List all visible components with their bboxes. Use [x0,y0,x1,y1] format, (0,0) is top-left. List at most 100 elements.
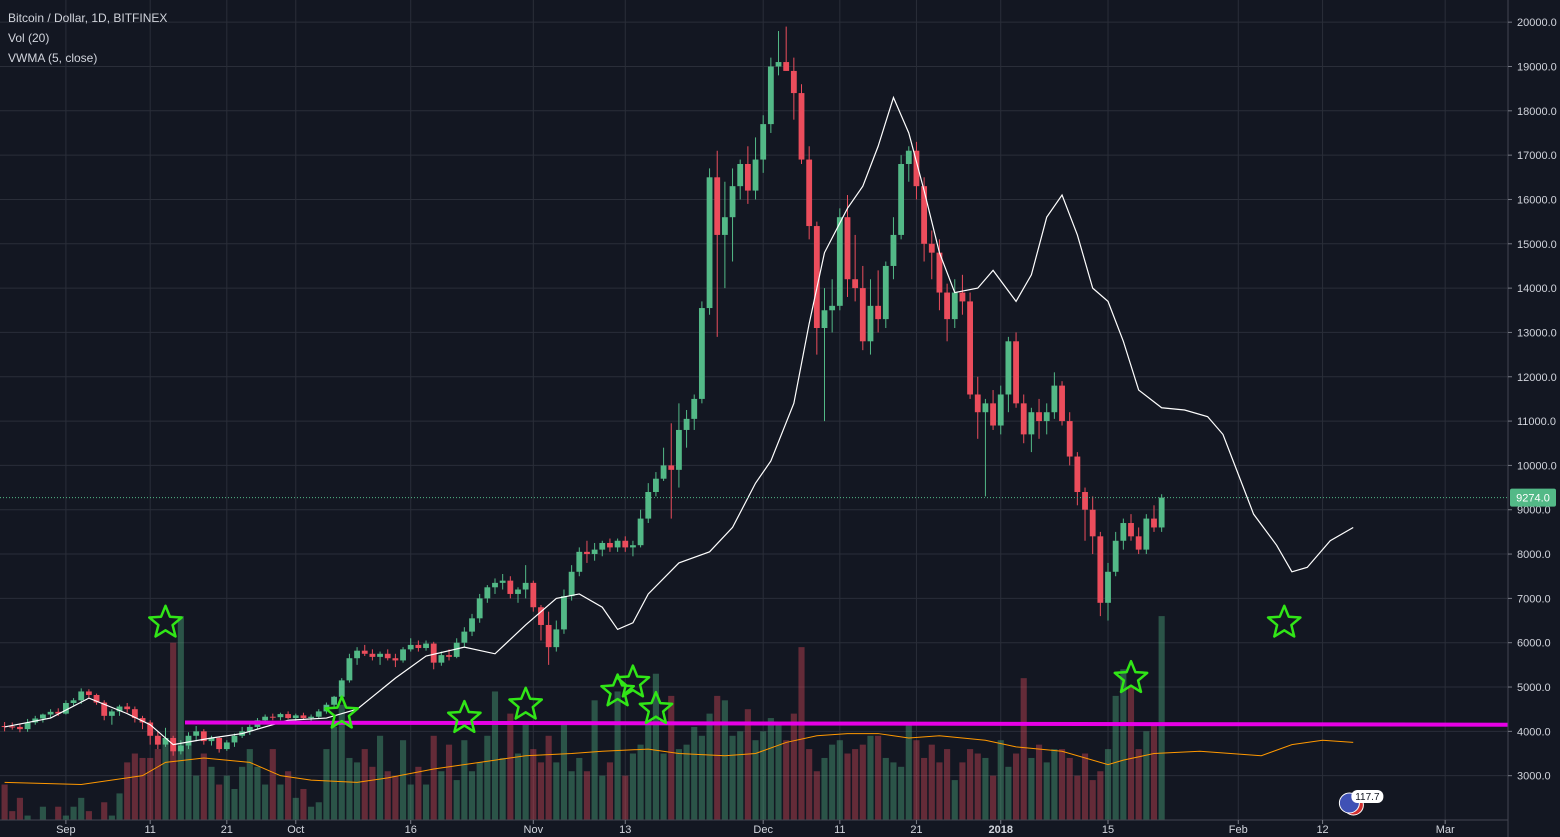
volume-bar [1150,722,1158,820]
support-level-line [184,720,1509,727]
candle-body [867,305,874,342]
volume-bar [384,771,391,820]
candle-body [905,150,912,164]
candle-body [1005,341,1012,395]
y-tick-label: 15000.0 [1517,239,1557,251]
volume-bar [829,744,836,820]
candle-body [683,418,690,430]
volume-bar [852,749,859,820]
volume-bars [1,616,1165,820]
volume-bar [1104,749,1112,820]
candle-body [614,540,621,548]
support-line [184,720,1509,727]
candle-body [1013,341,1019,404]
star-marker [615,664,651,698]
candle-body [522,582,529,590]
candle-body [660,465,667,479]
candle-body [246,726,253,732]
y-tick-label: 4000.0 [1517,726,1551,738]
volume-bar [491,691,499,820]
y-tick-label: 14000.0 [1517,283,1557,295]
candle-body [545,624,552,648]
volume-bar [859,744,866,820]
candle-body [767,66,774,125]
candle-body [936,252,943,293]
y-tick-label: 3000.0 [1517,771,1551,783]
volume-bar [55,806,62,820]
candle-body [806,159,813,227]
volume-bar [154,749,161,820]
y-tick-label: 7000.0 [1517,593,1551,605]
candle-body [538,607,544,625]
volume-bar [944,749,951,820]
price-tag-label: 9274.0 [1516,493,1550,505]
volume-bar [675,749,682,820]
candle-body [928,243,935,253]
candle-body [622,540,629,548]
candle-body [423,643,429,649]
volume-bar [484,735,491,820]
candle-body [744,164,751,191]
x-tick-label: 2018 [988,824,1012,836]
legend-vwma[interactable]: VWMA (5, close) [8,51,98,65]
vwma-line [4,95,1354,746]
volume-bar [62,815,69,820]
candle-body [790,70,797,94]
candle-body [124,706,131,710]
volume-bar [277,784,284,820]
volume-bar [637,744,644,820]
candle-body [1097,536,1104,603]
candle-body [9,726,16,728]
y-tick-label: 11000.0 [1517,416,1556,428]
flag-badge[interactable]: 117.7 [1338,790,1384,816]
volume-bar [1066,757,1073,820]
y-tick-label: 9000.0 [1517,505,1551,517]
candle-body [944,292,951,320]
volume-bar [898,766,905,820]
volume-bar [660,753,667,820]
volume-bar [967,749,974,820]
candle-body [354,650,360,659]
star-marker [1113,659,1149,694]
candle-body [691,398,698,419]
legend-volume[interactable]: Vol (20) [8,31,50,45]
volume-bar [990,775,997,820]
candle-body [706,177,713,309]
y-tick-label: 17000.0 [1517,150,1557,162]
candle-body [668,465,675,470]
candle-body [875,305,882,320]
volume-bar [614,691,621,820]
volume-bar [361,749,368,820]
volume-bar [882,757,889,820]
volume-bar [39,806,46,820]
volume-bar [1,784,8,820]
candle-body [760,124,767,160]
candle-body [285,714,292,719]
volume-bar [246,749,253,820]
volume-bar [1143,731,1150,820]
volume-bar [131,753,138,820]
volume-bar [783,740,790,820]
candle-body [308,716,315,719]
x-tick-label: Dec [753,824,773,836]
volume-bar [974,753,981,820]
candle-body [269,716,276,718]
volume-bar [78,797,85,820]
volume-bar [560,722,568,820]
volume-bar [422,784,430,820]
candle-body [377,653,383,657]
volume-bar [239,766,246,820]
volume-bar [1020,678,1027,820]
volume-bar [9,811,16,820]
candle-body [1128,523,1134,537]
candle-body [729,186,736,218]
volume-bar [737,731,744,820]
volume-bar [514,753,522,820]
volume-bar [775,722,782,820]
volume-bar [806,749,813,820]
candle-body [698,308,705,399]
volume-stars [148,604,1302,734]
legend-symbol[interactable]: Bitcoin / Dollar, 1D, BITFINEX [8,11,168,25]
